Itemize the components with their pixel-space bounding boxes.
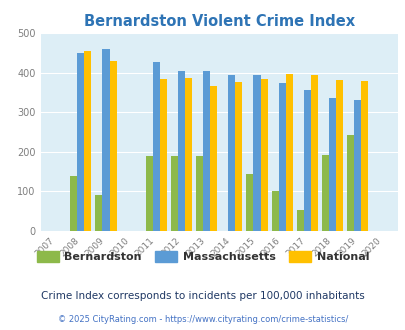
Bar: [109, 61, 116, 231]
Bar: [196, 156, 202, 231]
Bar: [328, 98, 335, 231]
Bar: [145, 156, 152, 231]
Bar: [335, 80, 342, 231]
Bar: [321, 154, 328, 231]
Bar: [228, 75, 235, 231]
Bar: [185, 78, 192, 231]
Bar: [95, 195, 102, 231]
Legend: Bernardston, Massachusetts, National: Bernardston, Massachusetts, National: [32, 247, 373, 267]
Bar: [84, 51, 91, 231]
Bar: [246, 174, 253, 231]
Bar: [171, 156, 177, 231]
Bar: [253, 75, 260, 231]
Text: © 2025 CityRating.com - https://www.cityrating.com/crime-statistics/: © 2025 CityRating.com - https://www.city…: [58, 315, 347, 324]
Bar: [177, 71, 185, 231]
Bar: [260, 79, 267, 231]
Bar: [210, 86, 217, 231]
Bar: [353, 100, 360, 231]
Bar: [310, 75, 317, 231]
Bar: [346, 135, 353, 231]
Bar: [102, 49, 109, 231]
Bar: [303, 90, 310, 231]
Bar: [285, 74, 292, 231]
Bar: [152, 61, 160, 231]
Bar: [296, 211, 303, 231]
Bar: [360, 81, 367, 231]
Bar: [160, 79, 166, 231]
Bar: [70, 176, 77, 231]
Bar: [77, 53, 84, 231]
Text: Crime Index corresponds to incidents per 100,000 inhabitants: Crime Index corresponds to incidents per…: [41, 291, 364, 301]
Bar: [235, 82, 242, 231]
Title: Bernardston Violent Crime Index: Bernardston Violent Crime Index: [83, 14, 354, 29]
Bar: [202, 71, 210, 231]
Bar: [271, 191, 278, 231]
Bar: [278, 82, 285, 231]
